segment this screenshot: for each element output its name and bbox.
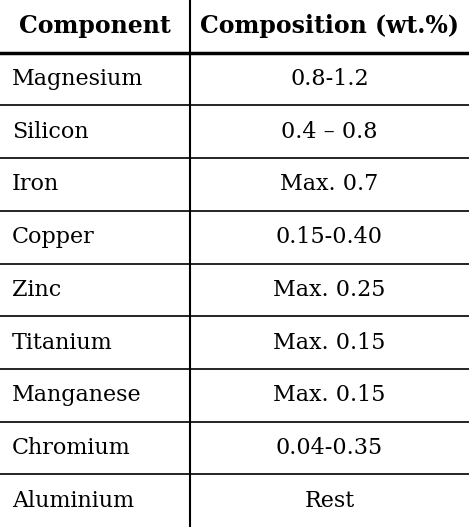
Text: Titanium: Titanium <box>12 331 113 354</box>
Text: Max. 0.15: Max. 0.15 <box>273 331 386 354</box>
Text: Iron: Iron <box>12 173 59 196</box>
Text: Max. 0.25: Max. 0.25 <box>273 279 386 301</box>
Text: Max. 0.15: Max. 0.15 <box>273 384 386 406</box>
Text: 0.4 – 0.8: 0.4 – 0.8 <box>281 121 378 143</box>
Text: Chromium: Chromium <box>12 437 130 459</box>
Text: 0.04-0.35: 0.04-0.35 <box>276 437 383 459</box>
Text: Manganese: Manganese <box>12 384 141 406</box>
Text: Zinc: Zinc <box>12 279 61 301</box>
Text: Aluminium: Aluminium <box>12 490 134 512</box>
Text: Copper: Copper <box>12 226 94 248</box>
Text: 0.15-0.40: 0.15-0.40 <box>276 226 383 248</box>
Text: Composition (wt.%): Composition (wt.%) <box>200 14 459 38</box>
Text: Magnesium: Magnesium <box>12 68 143 90</box>
Text: Silicon: Silicon <box>12 121 88 143</box>
Text: Rest: Rest <box>304 490 355 512</box>
Text: Component: Component <box>19 14 171 38</box>
Text: Max. 0.7: Max. 0.7 <box>280 173 378 196</box>
Text: 0.8-1.2: 0.8-1.2 <box>290 68 369 90</box>
